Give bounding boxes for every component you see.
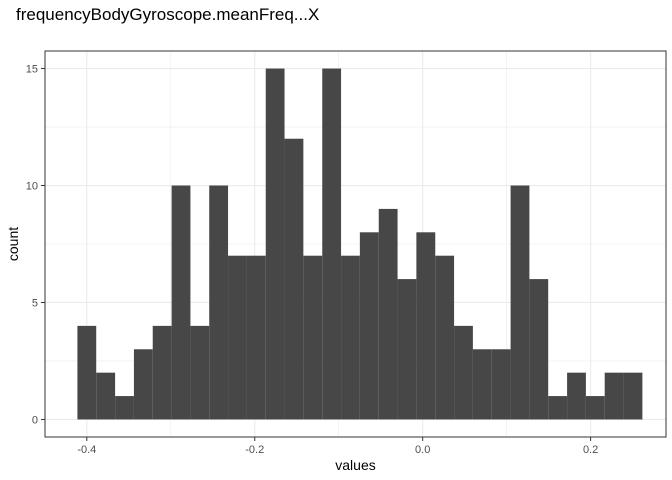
histogram-bar [171, 185, 191, 420]
histogram-bar [472, 349, 492, 420]
chart-title: frequencyBodyGyroscope.meanFreq...X [16, 5, 320, 24]
axes: -0.4 -0.2 0.0 0.2 0 5 10 15 [26, 64, 598, 456]
histogram-bar [303, 255, 323, 420]
histogram-bar [284, 138, 304, 420]
histogram-bar [397, 279, 417, 420]
histogram-bar [416, 232, 436, 420]
y-tick-label: 15 [26, 64, 38, 76]
histogram-bar [115, 396, 134, 420]
histogram-bar [265, 68, 285, 420]
panel-border [44, 50, 667, 438]
x-tick-label: 0.2 [583, 444, 598, 456]
histogram-bar [209, 185, 229, 420]
histogram-bar [133, 349, 153, 420]
y-tick-label: 0 [32, 414, 38, 426]
x-tick-label: -0.2 [245, 444, 264, 456]
x-tick-label: -0.4 [77, 444, 96, 456]
histogram-bar [510, 185, 530, 420]
histogram-bars [77, 68, 643, 420]
histogram-bar [228, 255, 247, 420]
y-tick-label: 10 [26, 181, 38, 193]
histogram-bar [567, 372, 586, 420]
x-tick-label: 0.0 [415, 444, 430, 456]
x-axis-title: values [335, 457, 375, 473]
histogram-bar [77, 325, 97, 420]
histogram-bar [529, 279, 549, 420]
histogram-bar [378, 208, 398, 420]
histogram-bar [322, 68, 342, 420]
y-axis-title: count [5, 227, 21, 261]
histogram-bar [454, 325, 473, 420]
histogram-bar [585, 396, 605, 420]
histogram-bar [491, 349, 511, 420]
y-tick-label: 5 [32, 297, 38, 309]
histogram-bar [359, 232, 379, 420]
histogram-bar [435, 255, 455, 420]
histogram-bar [96, 372, 116, 420]
histogram-bar [548, 396, 568, 420]
histogram-bar [604, 372, 624, 420]
histogram-bar [152, 325, 172, 420]
histogram-bar [190, 325, 210, 420]
histogram-bar [623, 372, 643, 420]
histogram-bar [341, 255, 360, 420]
histogram-bar [246, 255, 266, 420]
